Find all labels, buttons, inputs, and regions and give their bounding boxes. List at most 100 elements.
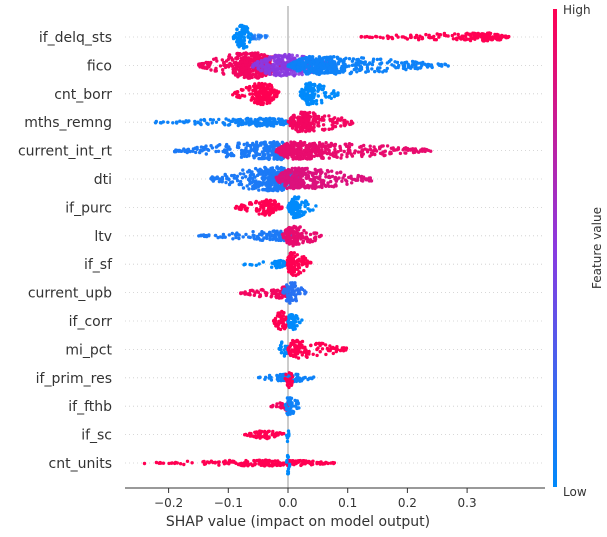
shap-point-dti (247, 178, 250, 181)
shap-point-dti (239, 180, 242, 183)
shap-point-cnt_borr (262, 89, 265, 92)
shap-point-mths_remng (274, 121, 277, 124)
shap-point-current_int_rt (339, 156, 342, 159)
shap-point-if_sc (263, 433, 266, 436)
shap-point-current_int_rt (424, 150, 427, 153)
shap-point-cnt_borr (317, 88, 320, 91)
shap-point-fico (244, 63, 247, 66)
shap-point-fico (256, 60, 259, 63)
shap-point-cnt_borr (253, 86, 256, 89)
shap-point-ltv (268, 232, 271, 235)
shap-point-dti (298, 168, 301, 171)
shap-point-if_fthb (286, 397, 289, 400)
shap-point-current_upb (294, 294, 297, 297)
shap-point-dti (290, 169, 293, 172)
shap-point-fico (244, 51, 247, 54)
shap-point-ltv (279, 238, 282, 241)
shap-point-dti (224, 181, 227, 184)
shap-point-mths_remng (303, 123, 306, 126)
shap-point-if_sf (289, 263, 292, 266)
shap-point-if_purc (268, 213, 271, 216)
shap-point-if_prim_res (309, 376, 312, 379)
shap-point-cnt_borr (304, 83, 307, 86)
shap-point-fico (372, 58, 375, 61)
shap-point-dti (314, 168, 317, 171)
shap-point-fico (306, 65, 309, 68)
shap-point-fico (258, 55, 261, 58)
shap-point-ltv (299, 225, 302, 228)
shap-point-dti (276, 177, 279, 180)
shap-point-dti (308, 178, 311, 181)
shap-point-if_delq_sts (249, 38, 252, 41)
shap-point-if_delq_sts (464, 38, 467, 41)
shap-point-current_int_rt (263, 141, 266, 144)
shap-point-if_sc (248, 432, 251, 435)
shap-point-current_int_rt (279, 146, 282, 149)
shap-point-dti (283, 184, 286, 187)
shap-point-if_sc (282, 432, 285, 435)
shap-point-current_int_rt (297, 157, 300, 160)
shap-point-if_corr (279, 328, 282, 331)
shap-point-cnt_borr (266, 87, 269, 90)
shap-point-current_int_rt (273, 157, 276, 160)
shap-point-dti (350, 181, 353, 184)
shap-point-dti (360, 179, 363, 182)
shap-point-cnt_borr (322, 85, 325, 88)
shap-point-mths_remng (171, 121, 174, 124)
shap-point-if_delq_sts (496, 38, 499, 41)
shap-point-fico (337, 70, 340, 73)
shap-point-if_purc (304, 204, 307, 207)
shap-point-dti (252, 186, 255, 189)
shap-point-fico (438, 63, 441, 66)
shap-point-mi_pct (288, 352, 291, 355)
shap-point-dti (345, 183, 348, 186)
shap-point-dti (356, 178, 359, 181)
shap-point-if_sf (291, 274, 294, 277)
shap-point-mths_remng (178, 120, 181, 123)
shap-point-fico (243, 57, 246, 60)
shap-point-fico (243, 60, 246, 63)
shap-point-dti (319, 170, 322, 173)
shap-point-mi_pct (297, 356, 300, 359)
shap-point-if_purc (258, 201, 261, 204)
shap-point-dti (345, 180, 348, 183)
shap-point-fico (239, 73, 242, 76)
shap-point-current_int_rt (248, 151, 251, 154)
shap-point-mths_remng (206, 123, 209, 126)
shap-point-dti (295, 176, 298, 179)
shap-point-mths_remng (307, 126, 310, 129)
shap-point-fico (204, 61, 207, 64)
shap-point-dti (240, 183, 243, 186)
shap-point-fico (208, 63, 211, 66)
shap-point-dti (305, 185, 308, 188)
shap-point-mi_pct (305, 355, 308, 358)
shap-point-fico (421, 61, 424, 64)
shap-point-if_delq_sts (243, 45, 246, 48)
shap-point-if_sc (244, 433, 247, 436)
shap-point-fico (284, 68, 287, 71)
shap-point-mi_pct (293, 344, 296, 347)
shap-point-if_fthb (292, 404, 295, 407)
shap-point-fico (279, 74, 282, 77)
shap-point-mths_remng (346, 120, 349, 123)
shap-point-current_int_rt (392, 149, 395, 152)
shap-point-if_delq_sts (473, 34, 476, 37)
shap-point-current_int_rt (364, 147, 367, 150)
shap-point-current_int_rt (409, 148, 412, 151)
shap-point-current_int_rt (324, 141, 327, 144)
shap-point-dti (236, 175, 239, 178)
shap-point-current_int_rt (224, 145, 227, 148)
shap-point-dti (311, 172, 314, 175)
shap-point-fico (311, 55, 314, 58)
shap-point-if_delq_sts (371, 36, 374, 39)
shap-point-fico (240, 60, 243, 63)
shap-point-ltv (318, 235, 321, 238)
shap-point-mths_remng (342, 121, 345, 124)
shap-point-current_int_rt (285, 154, 288, 157)
shap-point-current_int_rt (414, 147, 417, 150)
shap-point-fico (283, 73, 286, 76)
shap-point-dti (281, 179, 284, 182)
shap-point-dti (302, 185, 305, 188)
shap-point-if_delq_sts (401, 35, 404, 38)
shap-point-fico (301, 73, 304, 76)
